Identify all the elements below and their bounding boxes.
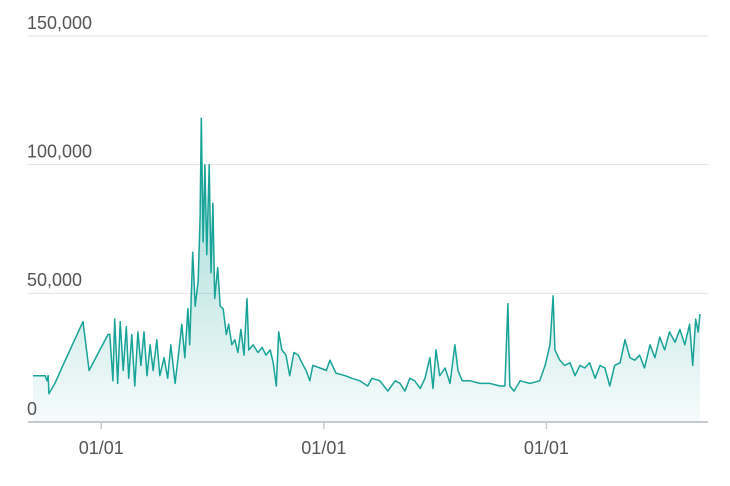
line bbox=[33, 117, 701, 395]
x-tick-label: 01/01 bbox=[79, 438, 124, 458]
y-tick-label: 50,000 bbox=[27, 270, 82, 290]
y-tick-label: 0 bbox=[27, 399, 37, 419]
area bbox=[33, 118, 700, 423]
y-tick-label: 100,000 bbox=[27, 141, 92, 161]
y-tick-label: 150,000 bbox=[27, 13, 92, 33]
x-tick-label: 01/01 bbox=[301, 438, 346, 458]
x-tick-label: 01/01 bbox=[524, 438, 569, 458]
